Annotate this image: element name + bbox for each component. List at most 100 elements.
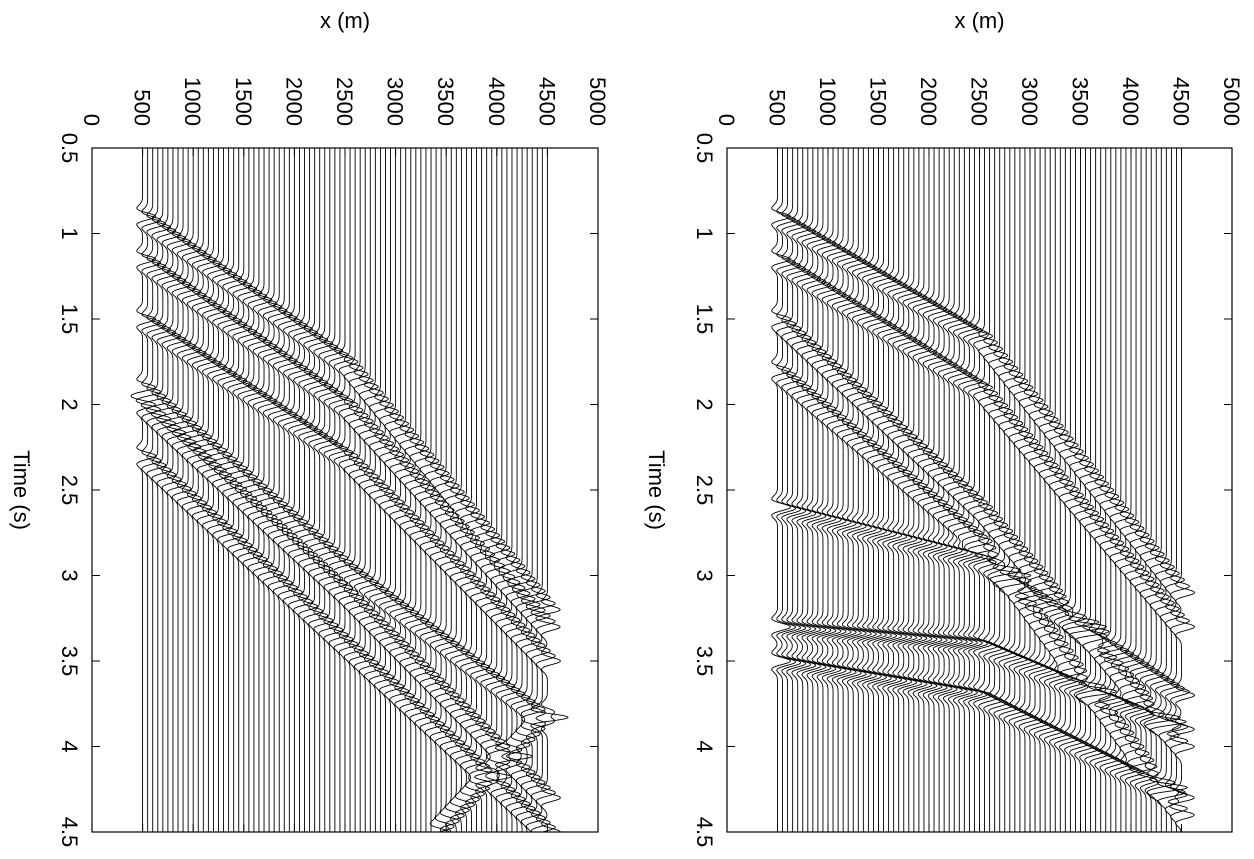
y-axis-label: Time (s) — [644, 450, 669, 530]
trace — [1033, 148, 1059, 832]
trace — [511, 148, 536, 832]
y-tick-label: 1 — [57, 227, 82, 239]
x-tick-label: 4000 — [484, 77, 509, 126]
x-tick-label: 2000 — [281, 77, 306, 126]
trace — [271, 148, 293, 832]
trace — [507, 148, 531, 832]
trace — [151, 148, 177, 832]
trace — [450, 148, 470, 833]
y-tick-label: 4 — [692, 740, 717, 752]
trace — [922, 148, 943, 832]
trace — [796, 148, 817, 832]
y-tick-label: 2.5 — [692, 475, 717, 506]
trace — [468, 148, 491, 832]
trace — [135, 148, 162, 832]
trace — [444, 148, 465, 833]
trace — [429, 148, 450, 833]
y-axis-label: Time (s) — [9, 450, 34, 530]
trace — [338, 148, 359, 832]
trace — [475, 148, 512, 832]
y-tick-label: 3.5 — [57, 646, 82, 677]
plot-frame — [91, 147, 599, 833]
x-tick-label: 3500 — [1068, 77, 1093, 126]
x-tick-label: 1500 — [231, 77, 256, 126]
trace — [1058, 148, 1088, 832]
trace — [130, 148, 157, 832]
trace — [961, 148, 983, 832]
trace — [465, 148, 486, 832]
trace — [992, 148, 1032, 832]
trace — [1164, 148, 1185, 832]
trace — [826, 148, 847, 832]
trace — [140, 148, 167, 832]
trace — [171, 148, 197, 832]
trace — [484, 148, 506, 832]
x-tick-label: 500 — [765, 89, 790, 126]
trace — [907, 148, 928, 832]
trace — [983, 148, 1004, 832]
trace — [892, 148, 913, 832]
trace — [1121, 148, 1145, 832]
trace — [292, 148, 313, 832]
trace — [1074, 148, 1110, 832]
trace — [1078, 148, 1117, 832]
trace — [494, 148, 534, 832]
trace — [434, 148, 455, 833]
trace — [1057, 148, 1079, 832]
x-tick-label: 2500 — [332, 77, 357, 126]
trace — [297, 148, 319, 832]
trace — [255, 148, 278, 832]
x-axis-label: x (m) — [954, 8, 1004, 33]
trace — [1137, 148, 1160, 832]
trace — [535, 148, 561, 833]
trace — [276, 148, 298, 832]
trace — [343, 148, 364, 832]
trace — [455, 148, 475, 832]
trace — [307, 148, 329, 832]
trace — [781, 148, 802, 832]
trace — [419, 148, 440, 832]
trace — [261, 148, 283, 832]
trace — [318, 148, 339, 832]
trace — [224, 148, 248, 832]
trace — [967, 148, 994, 832]
x-tick-label: 3500 — [433, 77, 458, 126]
trace — [1143, 148, 1165, 832]
trace — [1167, 148, 1190, 832]
trace — [229, 148, 253, 832]
trace — [424, 148, 445, 832]
trace — [474, 148, 496, 832]
y-tick-label: 1.5 — [57, 304, 82, 335]
trace — [1129, 148, 1155, 832]
x-tick-label: 5000 — [585, 77, 610, 126]
trace — [1068, 148, 1108, 832]
trace — [801, 148, 822, 832]
x-tick-label: 0 — [714, 114, 739, 126]
trace — [1038, 148, 1064, 832]
trace — [333, 148, 354, 832]
trace — [872, 148, 893, 832]
x-tick-label: 5000 — [1219, 77, 1244, 126]
trace — [831, 148, 852, 832]
trace — [187, 148, 212, 832]
trace — [460, 148, 480, 832]
trace — [836, 148, 857, 832]
y-tick-label: 0.5 — [692, 133, 717, 164]
trace — [816, 148, 837, 832]
trace — [917, 148, 938, 832]
x-tick-label: 4500 — [534, 77, 559, 126]
trace — [902, 148, 923, 832]
x-tick-label: 1000 — [815, 77, 840, 126]
trace — [516, 148, 541, 833]
trace — [287, 148, 308, 832]
trace — [974, 148, 999, 832]
trace — [989, 148, 1022, 832]
trace — [218, 148, 243, 832]
trace — [1110, 148, 1135, 832]
trace — [841, 148, 862, 832]
trace — [176, 148, 202, 832]
trace — [1149, 148, 1188, 832]
x-tick-label: 500 — [130, 89, 155, 126]
trace — [409, 148, 430, 832]
trace — [957, 148, 978, 832]
